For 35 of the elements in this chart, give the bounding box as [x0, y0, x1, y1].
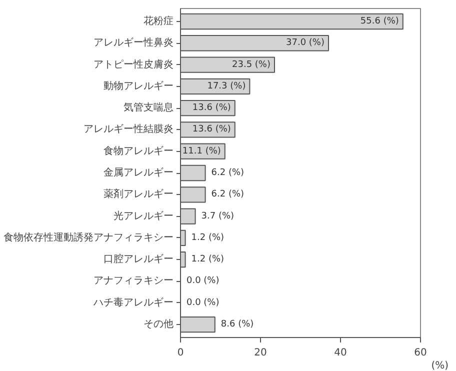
- y-tick-label: 薬剤アレルギー: [104, 188, 174, 200]
- y-tick-label: アナフィラキシー: [94, 276, 174, 287]
- x-tick-label: 40: [334, 348, 347, 358]
- data-label: 11.1 (%): [182, 146, 221, 156]
- y-tick-label: 気管支喘息: [124, 102, 174, 114]
- y-tick-label: ハチ毒アレルギー: [92, 296, 174, 308]
- data-label: 1.2 (%): [191, 232, 224, 243]
- data-label: 6.2 (%): [211, 168, 244, 178]
- y-tick-label: アレルギー性鼻炎: [94, 36, 174, 49]
- data-label: 17.3 (%): [207, 81, 246, 92]
- x-axis-title: (%): [431, 360, 449, 371]
- y-tick-label: 食物依存性運動誘発アナフィラキシー: [4, 231, 174, 244]
- data-label: 6.2 (%): [211, 190, 244, 200]
- x-tick-label: 0: [177, 348, 184, 358]
- data-label: 8.6 (%): [220, 320, 254, 330]
- x-tick-label: 60: [414, 348, 427, 358]
- y-tick-label: 食物アレルギー: [104, 144, 174, 157]
- data-label: 13.6 (%): [192, 124, 231, 135]
- data-label: 37.0 (%): [286, 38, 325, 48]
- data-label: 3.7 (%): [201, 211, 234, 222]
- y-tick-label: その他: [144, 318, 174, 330]
- data-label: 13.6 (%): [192, 103, 231, 114]
- y-tick-label: アレルギー性結膜炎: [84, 123, 174, 136]
- y-tick-label: 口腔アレルギー: [104, 253, 174, 266]
- x-tick-label: 20: [254, 348, 267, 358]
- y-tick-label: 金属アレルギー: [104, 166, 174, 178]
- y-tick-label: アトピー性皮膚炎: [94, 58, 174, 70]
- y-tick-label: 花粉症: [144, 14, 174, 27]
- data-label: 55.6 (%): [360, 16, 399, 26]
- y-tick-label: 動物アレルギー: [104, 80, 174, 92]
- data-label: 0.0 (%): [186, 276, 220, 286]
- data-label: 23.5 (%): [232, 60, 271, 70]
- y-tick-label: 光アレルギー: [114, 210, 174, 222]
- data-label: 1.2 (%): [191, 254, 224, 265]
- data-label: 0.0 (%): [186, 298, 220, 308]
